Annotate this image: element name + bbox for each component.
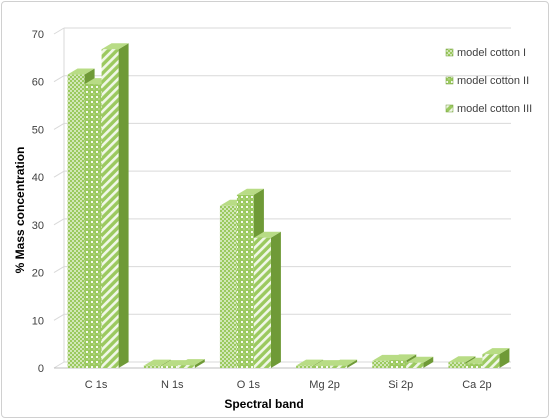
- bar: [177, 359, 205, 368]
- bar-top: [67, 68, 95, 75]
- bar: [482, 348, 510, 368]
- bar: [101, 43, 129, 369]
- gridline-depth: [53, 27, 65, 35]
- x-tick-label: N 1s: [161, 379, 184, 391]
- bar-top: [101, 43, 129, 50]
- bar: [253, 231, 281, 368]
- bar-top: [330, 359, 358, 366]
- bar-side: [270, 231, 281, 368]
- x-tick-label: Si 2p: [388, 379, 413, 391]
- legend-swatch: [445, 48, 454, 57]
- bar-top: [448, 356, 476, 363]
- bar-top: [236, 188, 264, 195]
- x-axis-ticks: C 1s N 1s O 1s Mg 2p Si 2p Ca 2p: [85, 379, 492, 391]
- y-tick-label: 20: [32, 268, 44, 280]
- bar-top: [372, 354, 400, 361]
- y-axis-title: % Mass concentration: [13, 147, 27, 274]
- bar-top: [389, 354, 417, 361]
- legend-label: model cotton III: [457, 103, 532, 115]
- bar-front: [482, 354, 500, 368]
- y-tick-label: 0: [38, 363, 44, 375]
- x-tick-label: C 1s: [85, 379, 108, 391]
- bar-front: [406, 362, 424, 368]
- bars: [67, 43, 510, 369]
- gridline-depth: [53, 361, 65, 369]
- x-tick-label: Ca 2p: [462, 379, 491, 391]
- x-tick-label: Mg 2p: [309, 379, 340, 391]
- y-tick-label: 60: [32, 77, 44, 89]
- bar-front: [236, 194, 254, 368]
- y-tick-label: 10: [32, 315, 44, 327]
- bar-top: [177, 359, 205, 366]
- y-axis-ticks: 0 10 20 30 40 50 60 70: [32, 29, 44, 375]
- bar-front: [160, 366, 178, 368]
- bar-top: [406, 356, 434, 363]
- bar-front: [448, 362, 466, 368]
- bar-front: [330, 365, 348, 368]
- gridlines: [53, 27, 511, 369]
- bar-side: [423, 356, 434, 368]
- bar-front: [465, 363, 483, 368]
- bar-side: [347, 359, 358, 368]
- bar-side: [118, 43, 129, 369]
- bar-front: [389, 360, 407, 368]
- bar-front: [177, 365, 195, 368]
- bar-front: [101, 49, 119, 369]
- gridline-depth: [53, 170, 65, 178]
- bar-top: [253, 231, 281, 238]
- bar-front: [313, 366, 331, 368]
- legend-swatch: [445, 104, 454, 113]
- bar-front: [143, 365, 161, 368]
- bar-side: [499, 348, 510, 368]
- y-tick-label: 40: [32, 172, 44, 184]
- bar: [330, 359, 358, 368]
- bar-top: [313, 360, 341, 367]
- legend-swatch: [445, 76, 454, 85]
- bar-top: [296, 359, 324, 366]
- gridline-depth: [53, 75, 65, 83]
- y-tick-label: 50: [32, 124, 44, 136]
- gridline-depth: [53, 218, 65, 226]
- bar-front: [296, 365, 314, 368]
- bar-top: [160, 360, 188, 367]
- bar-front: [67, 74, 85, 369]
- gridline-depth: [53, 266, 65, 274]
- legend-label: model cotton II: [457, 75, 529, 87]
- legend: model cotton I model cotton II model cotto…: [445, 47, 532, 115]
- bar-front: [372, 360, 390, 368]
- x-tick-label: O 1s: [237, 379, 261, 391]
- bar-front: [253, 237, 271, 368]
- bar-top: [482, 348, 510, 355]
- y-tick-label: 30: [32, 220, 44, 232]
- legend-label: model cotton I: [457, 47, 526, 59]
- bar-front: [219, 205, 237, 368]
- gridline-depth: [53, 313, 65, 321]
- x-axis-title: Spectral band: [224, 397, 303, 411]
- bar: [406, 356, 434, 368]
- bar-top: [143, 359, 171, 366]
- bar-front: [84, 84, 102, 368]
- gridline-depth: [53, 122, 65, 130]
- y-tick-label: 70: [32, 29, 44, 41]
- bar-side: [194, 359, 205, 368]
